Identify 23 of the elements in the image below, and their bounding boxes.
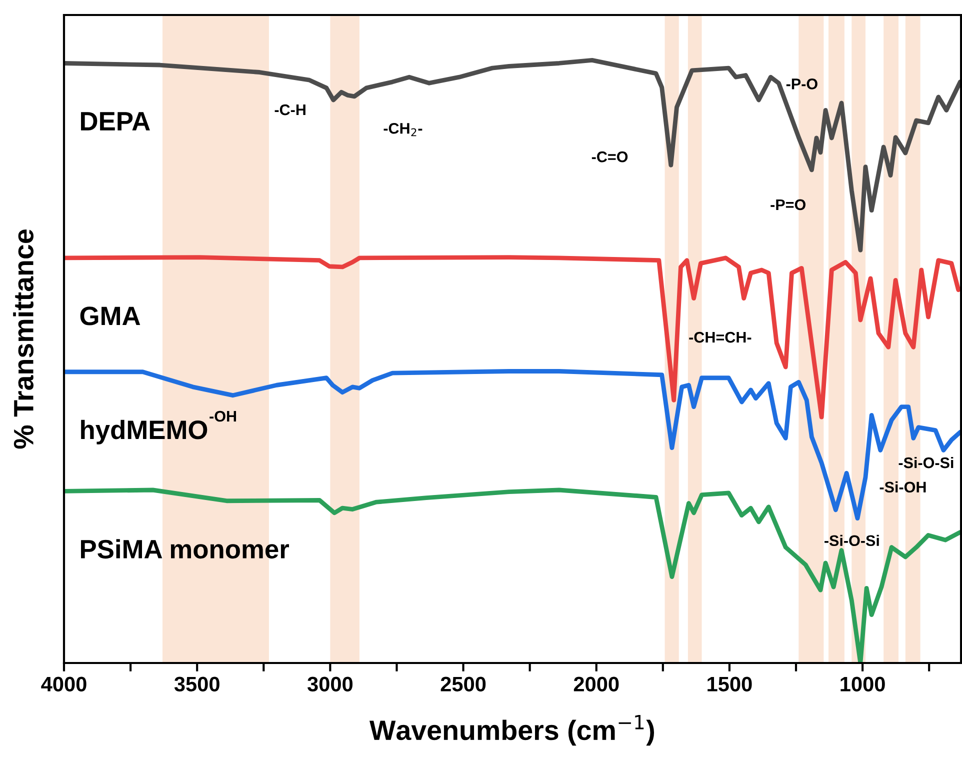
annotation: -C-H bbox=[274, 104, 306, 116]
x-tick-label: 3000 bbox=[307, 676, 353, 692]
x-tick-label: 3500 bbox=[174, 676, 220, 692]
annotation: -OH bbox=[210, 410, 236, 422]
annotation: -C=O bbox=[592, 151, 628, 162]
x-tick-label: 2000 bbox=[574, 676, 619, 692]
annotation: -CH=CH- bbox=[689, 332, 752, 343]
series-label: PSiMA monomer bbox=[81, 539, 289, 559]
x-axis-title: Wavenumbers (cm$^{−1}$) bbox=[369, 715, 654, 746]
x-tick-label: 4000 bbox=[41, 676, 86, 692]
series-label: DEPA bbox=[81, 112, 150, 130]
x-tick-label: 2500 bbox=[440, 676, 486, 692]
annotation: -P-O bbox=[786, 78, 818, 90]
series-label: GMA bbox=[80, 306, 140, 326]
annotation: -Si-O-Si bbox=[898, 456, 954, 468]
y-axis-title: % Transmittance bbox=[13, 230, 34, 449]
annotation: -Si-O-Si bbox=[824, 534, 879, 546]
annotation: -CH$_{2}$- bbox=[384, 122, 422, 136]
x-tick-label: 1500 bbox=[708, 676, 752, 692]
x-tick-label: 1000 bbox=[840, 676, 885, 692]
series-label: hydMEMO bbox=[81, 420, 208, 444]
annotation: -Si-OH bbox=[880, 481, 926, 493]
annotation: -P=O bbox=[770, 199, 806, 210]
